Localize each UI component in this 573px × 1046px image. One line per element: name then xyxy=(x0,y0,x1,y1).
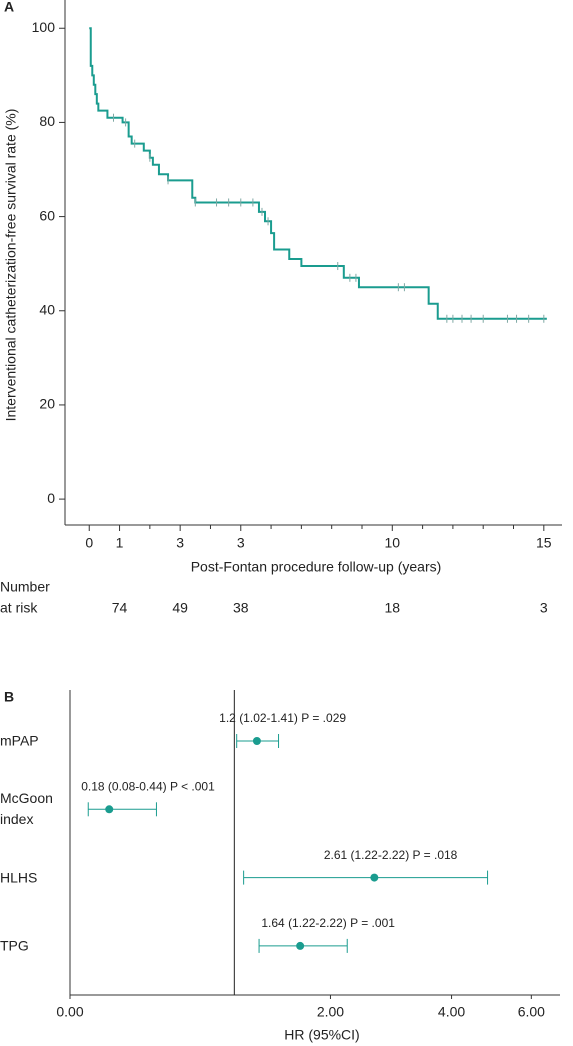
x-tick-label: 6.00 xyxy=(518,1004,545,1020)
at-risk-count: 3 xyxy=(540,600,548,616)
x-tick-label: 3 xyxy=(176,535,184,551)
at-risk-count: 49 xyxy=(172,600,188,616)
annotation: 0.18 (0.08-0.44) P < .001 xyxy=(81,779,215,793)
y-tick-label: 40 xyxy=(39,301,55,317)
at-risk-count: 74 xyxy=(112,600,128,616)
annotation: 2.61 (1.22-2.22) P = .018 xyxy=(324,848,458,862)
x-tick-label: 0 xyxy=(85,535,93,551)
survival-curve xyxy=(89,27,547,320)
point-estimate xyxy=(252,737,261,745)
y-tick-label: 60 xyxy=(39,207,55,223)
y-tick-label: 100 xyxy=(32,19,56,35)
x-axis-label: HR (95%CI) xyxy=(284,1027,359,1043)
x-axis-label: Post-Fontan procedure follow-up (years) xyxy=(191,559,442,575)
category-label: McGoon index xyxy=(0,790,53,828)
y-tick-label: 0 xyxy=(47,490,55,506)
y-tick-label: 20 xyxy=(39,396,55,412)
point-estimate xyxy=(105,805,114,814)
category-label: mPAP xyxy=(0,732,39,749)
x-tick-label: 4.00 xyxy=(438,1004,465,1020)
category-label: TPG xyxy=(0,937,29,954)
y-axis-label: Interventional catheterization-free surv… xyxy=(3,109,19,422)
point-estimate xyxy=(370,873,379,882)
x-tick-label: 3 xyxy=(237,535,245,551)
at-risk-count: 38 xyxy=(233,600,249,616)
annotation: 1.64 (1.22-2.22) P = .001 xyxy=(261,916,395,930)
point-estimate xyxy=(296,941,305,950)
x-tick-label: 10 xyxy=(385,535,401,551)
at-risk-count: 18 xyxy=(385,600,401,616)
x-tick-label: 1 xyxy=(116,535,124,551)
x-tick-label: 2.00 xyxy=(317,1004,344,1020)
risk-label: Number xyxy=(0,579,50,595)
risk-label: at risk xyxy=(0,600,38,616)
panel-label: B xyxy=(4,689,14,705)
annotation: 1.2 (1.02-1.41) P = .029 xyxy=(219,711,346,725)
category-label: HLHS xyxy=(0,869,38,886)
y-tick-label: 80 xyxy=(39,113,55,129)
x-tick-label: 15 xyxy=(536,535,552,551)
panel-label: A xyxy=(4,0,14,15)
x-tick-label: 0.00 xyxy=(56,1004,83,1020)
